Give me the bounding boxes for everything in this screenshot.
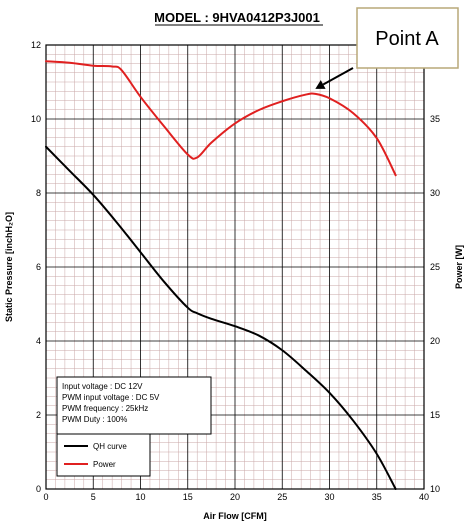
series-qh-curve-line <box>45 145 397 490</box>
y2-tick-label: 20 <box>430 336 440 346</box>
y2-axis-label: Power [W] <box>454 245 464 289</box>
legend-label-power: Power <box>93 460 116 469</box>
plot-frame <box>45 44 425 490</box>
callout-arrow <box>322 67 354 86</box>
info-box: Input voltage : DC 12V PWM input voltage… <box>56 376 212 435</box>
x-tick-label: 30 <box>324 492 334 502</box>
y-tick-label: 0 <box>36 484 41 494</box>
info-input-voltage: Input voltage : DC 12V <box>62 382 143 391</box>
info-pwm-frequency: PWM frequency : 25kHz <box>62 404 148 413</box>
x-tick-label: 20 <box>230 492 240 502</box>
callout-label: Point A <box>375 28 439 50</box>
y-tick-label: 4 <box>36 336 41 346</box>
y-tick-label: 2 <box>36 410 41 420</box>
x-tick-label: 40 <box>419 492 429 502</box>
legend: QH curve Power <box>56 433 151 477</box>
x-tick-label: 5 <box>91 492 96 502</box>
x-axis-ticks: 0 5 10 15 20 25 30 35 40 <box>43 492 429 502</box>
info-pwm-duty: PWM Duty : 100% <box>62 415 127 424</box>
x-tick-label: 10 <box>135 492 145 502</box>
x-tick-label: 35 <box>372 492 382 502</box>
y-tick-label: 12 <box>31 40 41 50</box>
y-axis-ticks: 0 2 4 6 8 10 12 <box>31 40 41 494</box>
point-a-callout: Point A <box>315 7 459 89</box>
legend-box <box>56 433 151 477</box>
legend-label-qh: QH curve <box>93 442 127 451</box>
y2-tick-label: 10 <box>430 484 440 494</box>
x-tick-label: 0 <box>43 492 48 502</box>
y-tick-label: 6 <box>36 262 41 272</box>
y-tick-label: 10 <box>31 114 41 124</box>
y2-axis-ticks: 10 15 20 25 30 35 <box>430 114 440 494</box>
callout-box <box>356 7 459 69</box>
y-axis-label: Static Pressure [inchH₂O] <box>4 212 14 322</box>
y2-tick-label: 15 <box>430 410 440 420</box>
x-tick-label: 25 <box>277 492 287 502</box>
x-tick-label: 15 <box>183 492 193 502</box>
x-axis-label: Air Flow [CFM] <box>203 511 267 521</box>
y2-tick-label: 25 <box>430 262 440 272</box>
info-pwm-input-voltage: PWM input voltage : DC 5V <box>62 393 160 402</box>
y-tick-label: 8 <box>36 188 41 198</box>
y2-tick-label: 35 <box>430 114 440 124</box>
y2-tick-label: 30 <box>430 188 440 198</box>
series-power-line <box>45 60 397 177</box>
callout-arrowhead <box>315 80 326 89</box>
chart-title: MODEL : 9HVA0412P3J001 <box>154 10 320 25</box>
